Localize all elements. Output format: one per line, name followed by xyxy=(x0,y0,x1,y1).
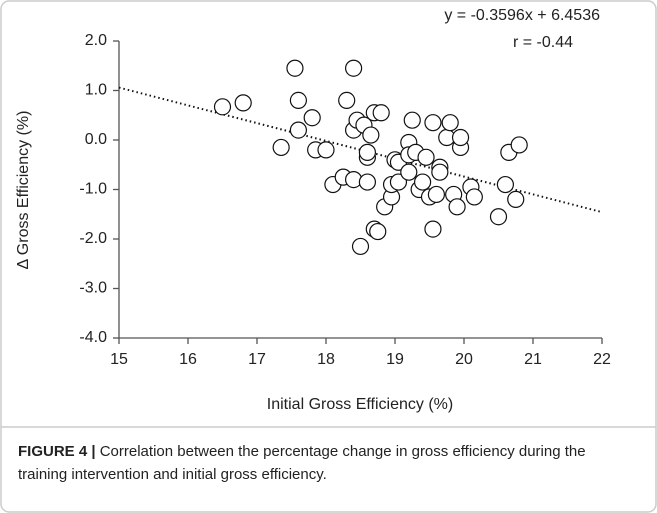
point xyxy=(489,208,508,226)
equation: y = -0.3596x + 6.4536 xyxy=(444,7,600,24)
point xyxy=(358,173,376,191)
y-tick-label: 1.0 xyxy=(85,82,107,99)
point xyxy=(317,141,335,159)
x-tick-label: 20 xyxy=(455,351,473,368)
point xyxy=(403,111,421,129)
point xyxy=(507,190,525,208)
point xyxy=(400,163,418,181)
point xyxy=(424,114,442,132)
point xyxy=(351,237,370,256)
y-tick-label: 2.0 xyxy=(85,32,107,49)
point xyxy=(358,143,376,161)
point xyxy=(369,222,387,241)
caption: FIGURE 4 | Correlation between the perce… xyxy=(18,440,638,486)
point xyxy=(389,173,408,191)
point xyxy=(372,104,390,122)
point xyxy=(441,114,459,132)
x-tick-label: 15 xyxy=(110,351,128,368)
point xyxy=(289,121,307,139)
point xyxy=(345,59,363,77)
x-tick-label: 22 xyxy=(593,351,611,368)
point xyxy=(448,198,466,216)
y-tick-label: -1.0 xyxy=(79,181,107,198)
point xyxy=(234,94,252,112)
point xyxy=(303,109,321,127)
point xyxy=(338,91,356,110)
point xyxy=(362,126,380,144)
x-tick-label: 17 xyxy=(248,351,266,368)
point xyxy=(289,91,307,110)
caption-text: Correlation between the percentage chang… xyxy=(18,443,586,483)
point xyxy=(286,59,304,77)
r-value: r = -0.44 xyxy=(513,34,573,51)
point xyxy=(424,220,442,238)
point xyxy=(451,128,470,147)
x-tick-label: 16 xyxy=(179,351,197,368)
y-axis-label: Δ Gross Efficiency (%) xyxy=(15,111,32,270)
point xyxy=(414,173,432,191)
point xyxy=(431,163,449,181)
x-tick-label: 19 xyxy=(386,351,404,368)
point xyxy=(427,185,445,204)
y-tick-label: -2.0 xyxy=(79,230,107,247)
caption-label: FIGURE 4 | xyxy=(18,443,96,460)
point xyxy=(510,136,528,154)
point xyxy=(213,98,232,116)
point xyxy=(272,138,290,157)
point xyxy=(465,188,483,206)
y-tick-label: -3.0 xyxy=(79,280,107,297)
point xyxy=(496,175,514,194)
y-tick-label: 0.0 xyxy=(85,131,107,148)
x-tick-label: 18 xyxy=(317,351,335,368)
x-tick-label: 21 xyxy=(524,351,542,368)
y-tick-label: -4.0 xyxy=(79,329,107,346)
x-axis-label: Initial Gross Efficiency (%) xyxy=(267,396,453,413)
point xyxy=(417,148,435,166)
